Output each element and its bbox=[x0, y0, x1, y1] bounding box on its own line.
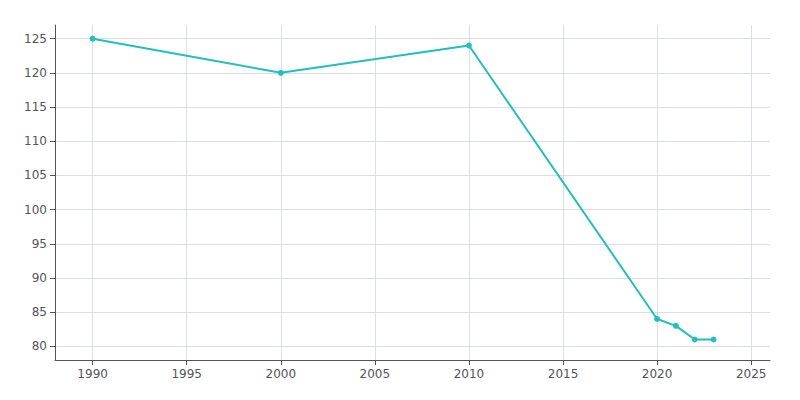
svg-text:2025: 2025 bbox=[736, 367, 767, 381]
svg-text:115: 115 bbox=[24, 100, 47, 114]
svg-text:120: 120 bbox=[24, 66, 47, 80]
svg-text:85: 85 bbox=[32, 305, 47, 319]
svg-text:95: 95 bbox=[32, 237, 47, 251]
svg-text:1990: 1990 bbox=[77, 367, 108, 381]
svg-text:2005: 2005 bbox=[360, 367, 391, 381]
svg-text:1995: 1995 bbox=[171, 367, 202, 381]
svg-text:80: 80 bbox=[32, 339, 47, 353]
svg-text:105: 105 bbox=[24, 168, 47, 182]
svg-text:2000: 2000 bbox=[266, 367, 297, 381]
svg-text:125: 125 bbox=[24, 32, 47, 46]
svg-text:2015: 2015 bbox=[548, 367, 579, 381]
svg-text:2010: 2010 bbox=[454, 367, 485, 381]
svg-text:110: 110 bbox=[24, 134, 47, 148]
svg-text:100: 100 bbox=[24, 203, 47, 217]
svg-text:90: 90 bbox=[32, 271, 47, 285]
svg-text:2020: 2020 bbox=[642, 367, 673, 381]
